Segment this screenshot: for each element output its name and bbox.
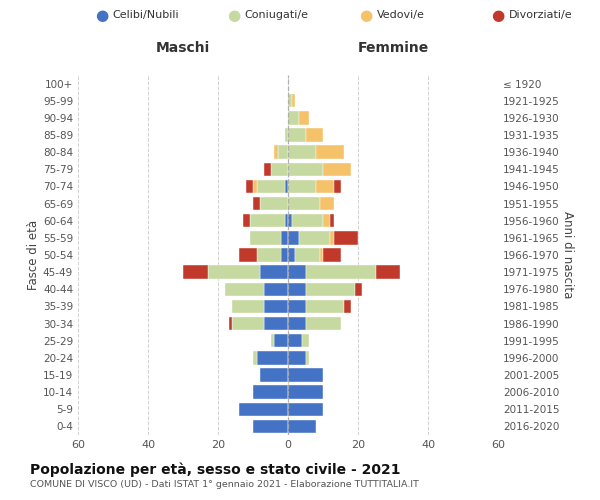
Bar — [274, 146, 277, 159]
Bar — [253, 386, 288, 399]
Text: ●: ● — [95, 8, 109, 22]
Bar — [316, 180, 334, 193]
Bar — [246, 180, 253, 193]
Bar — [257, 351, 288, 364]
Text: Coniugati/e: Coniugati/e — [245, 10, 309, 20]
Bar — [292, 214, 323, 228]
Bar — [334, 231, 358, 244]
Bar — [302, 334, 309, 347]
Bar — [229, 317, 232, 330]
Bar — [305, 300, 344, 313]
Bar — [281, 231, 288, 244]
Bar — [239, 248, 257, 262]
Bar — [232, 300, 263, 313]
Bar — [263, 300, 288, 313]
Bar — [320, 197, 334, 210]
Bar — [260, 197, 288, 210]
Bar — [257, 180, 284, 193]
Text: Femmine: Femmine — [358, 41, 428, 55]
Bar — [288, 146, 316, 159]
Bar — [288, 197, 320, 210]
Bar — [253, 180, 257, 193]
Bar — [288, 420, 316, 433]
Bar — [288, 162, 323, 176]
Bar — [284, 180, 288, 193]
Bar — [250, 231, 281, 244]
Bar — [288, 94, 292, 108]
Bar — [288, 231, 299, 244]
Bar — [288, 351, 305, 364]
Bar — [277, 146, 288, 159]
Y-axis label: Fasce di età: Fasce di età — [27, 220, 40, 290]
Bar — [288, 334, 302, 347]
Bar — [334, 180, 341, 193]
Bar — [225, 282, 263, 296]
Bar — [376, 266, 400, 279]
Bar — [305, 282, 355, 296]
Bar — [305, 351, 309, 364]
Bar — [253, 351, 257, 364]
Bar — [288, 282, 305, 296]
Bar — [284, 128, 288, 141]
Bar — [257, 248, 281, 262]
Text: ●: ● — [227, 8, 241, 22]
Bar — [299, 231, 330, 244]
Bar — [253, 197, 260, 210]
Text: Celibi/Nubili: Celibi/Nubili — [113, 10, 179, 20]
Bar — [323, 162, 351, 176]
Bar — [316, 146, 344, 159]
Bar — [274, 334, 288, 347]
Text: Popolazione per età, sesso e stato civile - 2021: Popolazione per età, sesso e stato civil… — [30, 462, 401, 477]
Bar — [330, 214, 334, 228]
Bar — [263, 317, 288, 330]
Bar — [288, 111, 299, 124]
Bar — [239, 402, 288, 416]
Text: COMUNE DI VISCO (UD) - Dati ISTAT 1° gennaio 2021 - Elaborazione TUTTITALIA.IT: COMUNE DI VISCO (UD) - Dati ISTAT 1° gen… — [30, 480, 419, 489]
Bar — [260, 368, 288, 382]
Bar — [281, 248, 288, 262]
Bar — [288, 386, 323, 399]
Bar — [299, 111, 309, 124]
Bar — [271, 162, 288, 176]
Bar — [288, 317, 305, 330]
Bar — [344, 300, 351, 313]
Bar — [288, 402, 323, 416]
Y-axis label: Anni di nascita: Anni di nascita — [560, 212, 574, 298]
Bar — [323, 214, 330, 228]
Bar — [288, 248, 295, 262]
Bar — [320, 248, 323, 262]
Text: ●: ● — [491, 8, 505, 22]
Text: Vedovi/e: Vedovi/e — [377, 10, 425, 20]
Bar — [288, 180, 316, 193]
Text: Maschi: Maschi — [156, 41, 210, 55]
Bar — [323, 248, 341, 262]
Bar — [260, 266, 288, 279]
Bar — [271, 334, 274, 347]
Bar — [355, 282, 361, 296]
Bar — [232, 317, 263, 330]
Text: ●: ● — [359, 8, 373, 22]
Bar — [250, 214, 284, 228]
Bar — [263, 162, 271, 176]
Text: Divorziati/e: Divorziati/e — [509, 10, 572, 20]
Bar — [263, 282, 288, 296]
Bar — [305, 128, 323, 141]
Bar — [288, 128, 305, 141]
Bar — [288, 300, 305, 313]
Bar — [295, 248, 320, 262]
Bar — [330, 231, 334, 244]
Bar — [208, 266, 260, 279]
Bar — [183, 266, 208, 279]
Bar — [288, 266, 305, 279]
Bar — [288, 368, 323, 382]
Bar — [242, 214, 250, 228]
Bar — [305, 317, 341, 330]
Bar — [305, 266, 376, 279]
Bar — [253, 420, 288, 433]
Bar — [292, 94, 295, 108]
Bar — [284, 214, 288, 228]
Bar — [288, 214, 292, 228]
